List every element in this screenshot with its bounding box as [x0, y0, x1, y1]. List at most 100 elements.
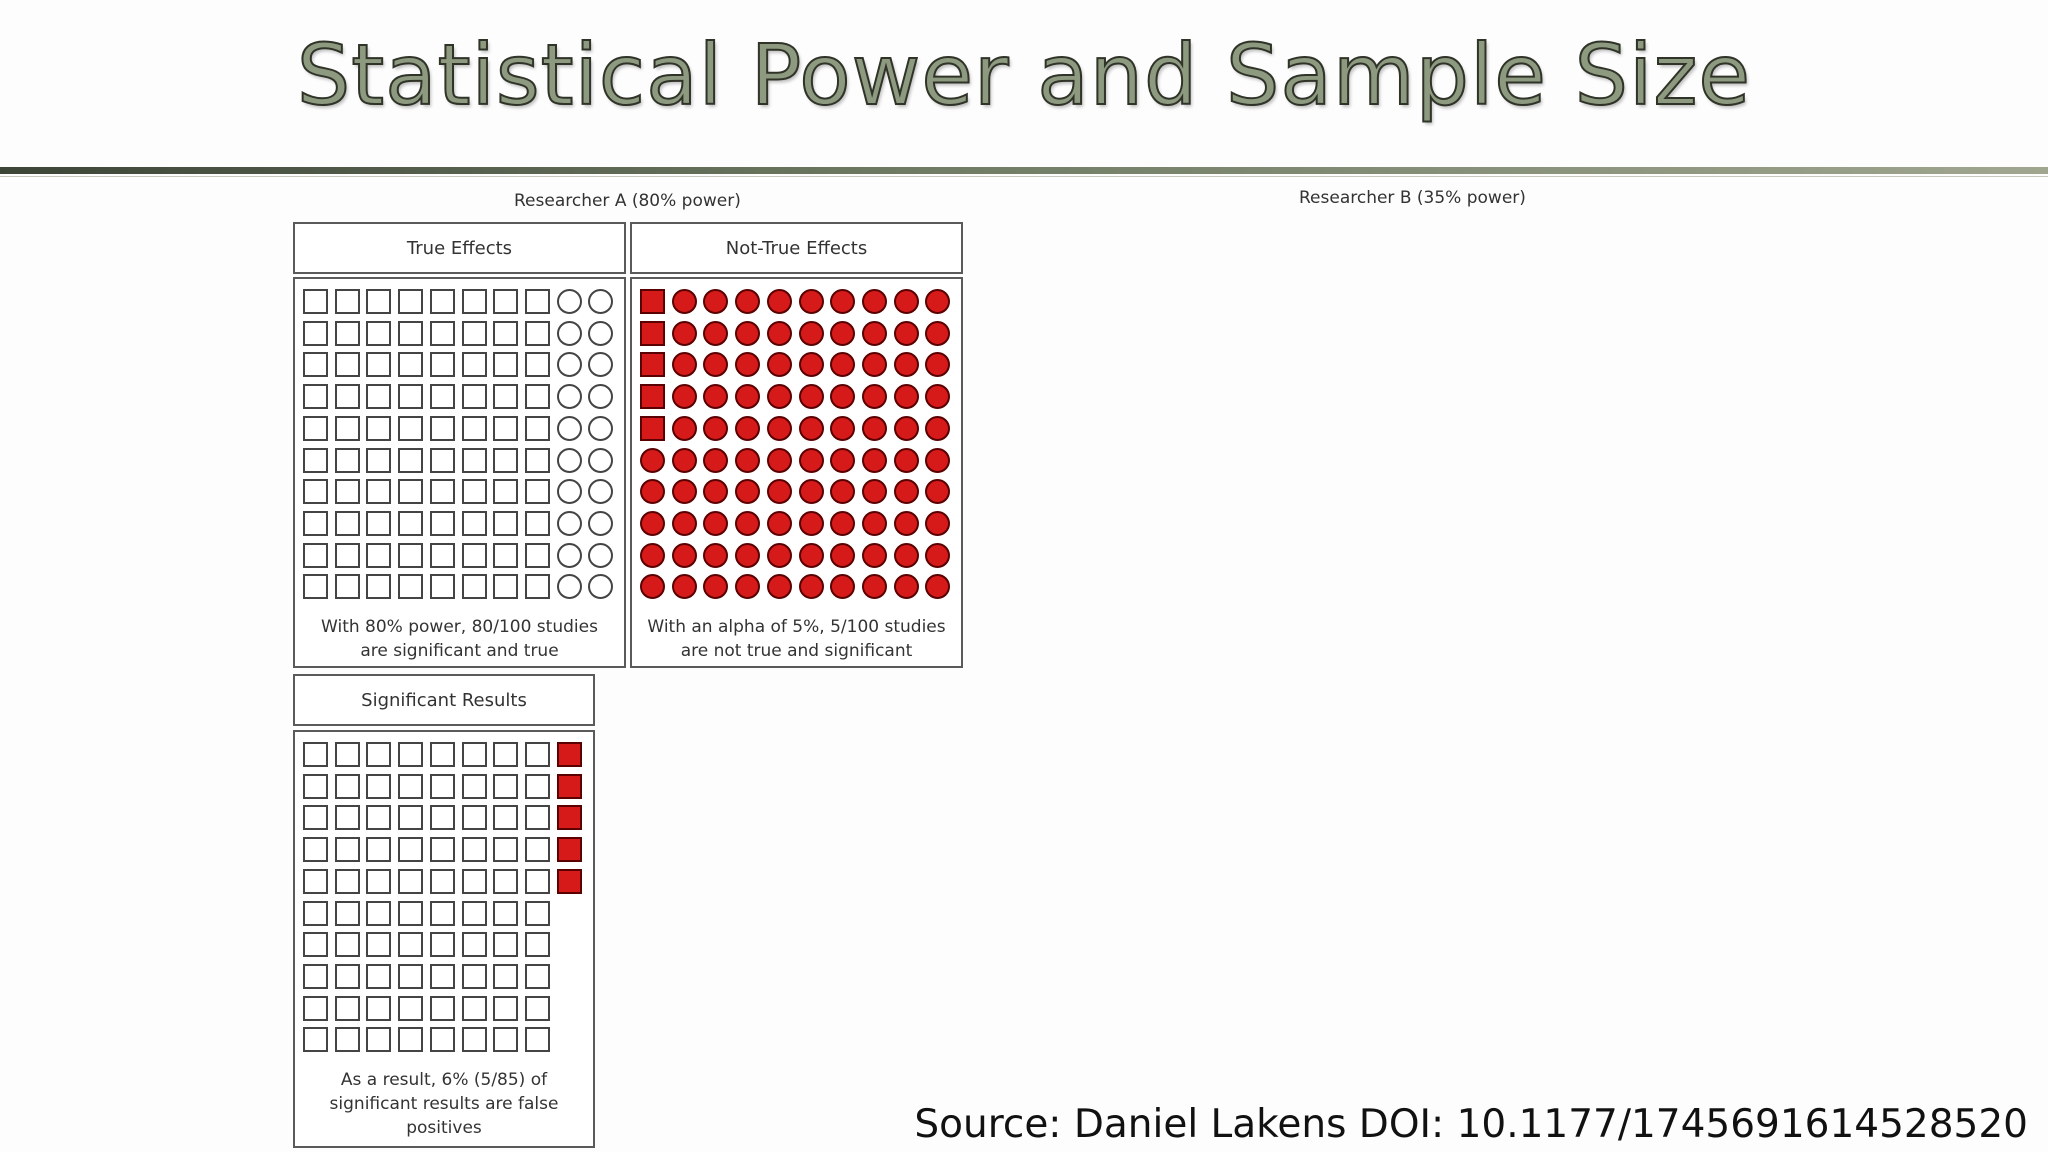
null-nonsignificant-circle: [671, 510, 697, 536]
true-significant-square: [366, 352, 392, 378]
true-positive-square: [429, 995, 455, 1021]
null-nonsignificant-circle: [861, 510, 887, 536]
true-significant-square: [524, 447, 550, 473]
null-nonsignificant-circle: [735, 384, 761, 410]
source-citation: Source: Daniel Lakens DOI: 10.1177/17456…: [914, 1102, 2028, 1147]
true-significant-square: [461, 542, 487, 568]
true-significant-square: [366, 479, 392, 505]
true-significant-square: [429, 574, 455, 600]
true-significant-square: [303, 574, 328, 600]
null-nonsignificant-circle: [798, 320, 824, 346]
false-positive-square: [640, 415, 665, 441]
null-nonsignificant-circle: [735, 447, 761, 473]
true-significant-square: [398, 384, 424, 410]
true-nonsignificant-circle: [556, 289, 582, 314]
true-significant-square: [366, 320, 392, 346]
true-nonsignificant-circle: [588, 320, 614, 346]
true-nonsignificant-circle: [588, 352, 614, 378]
true-positive-square: [366, 995, 392, 1021]
true-significant-square: [303, 447, 328, 473]
null-nonsignificant-circle: [893, 574, 919, 600]
true-significant-square: [398, 479, 424, 505]
null-nonsignificant-circle: [925, 289, 951, 314]
null-nonsignificant-circle: [925, 574, 951, 600]
null-nonsignificant-circle: [671, 352, 697, 378]
null-nonsignificant-circle: [640, 542, 665, 568]
true-nonsignificant-circle: [556, 510, 582, 536]
true-significant-square: [524, 479, 550, 505]
not-true-effects-panel: With an alpha of 5%, 5/100 studies are n…: [630, 277, 963, 668]
null-nonsignificant-circle: [703, 352, 729, 378]
title-divider: [0, 167, 2048, 174]
true-positive-square: [303, 995, 328, 1021]
true-positive-square: [493, 773, 519, 799]
true-positive-square: [493, 742, 519, 767]
true-significant-square: [366, 415, 392, 441]
true-positive-square: [334, 805, 360, 831]
true-positive-square: [429, 900, 455, 926]
null-nonsignificant-circle: [671, 479, 697, 505]
true-positive-square: [398, 742, 424, 767]
null-nonsignificant-circle: [798, 510, 824, 536]
null-nonsignificant-circle: [830, 289, 856, 314]
null-nonsignificant-circle: [861, 542, 887, 568]
true-significant-square: [303, 479, 328, 505]
true-positive-square: [398, 995, 424, 1021]
true-significant-square: [398, 415, 424, 441]
significant-results-caption-line1: As a result, 6% (5/85) of: [340, 1070, 548, 1090]
true-positive-square: [398, 963, 424, 989]
null-nonsignificant-circle: [735, 542, 761, 568]
null-nonsignificant-circle: [671, 447, 697, 473]
true-positive-square: [398, 837, 424, 863]
true-significant-square: [493, 320, 519, 346]
true-significant-square: [429, 415, 455, 441]
null-nonsignificant-circle: [798, 289, 824, 314]
null-nonsignificant-circle: [735, 510, 761, 536]
significant-results-header-label: Significant Results: [361, 689, 527, 711]
true-significant-square: [303, 542, 328, 568]
true-positive-square: [366, 837, 392, 863]
null-nonsignificant-circle: [925, 384, 951, 410]
false-positive-square: [640, 289, 665, 314]
null-nonsignificant-circle: [766, 352, 792, 378]
true-significant-square: [398, 574, 424, 600]
true-positive-square: [429, 837, 455, 863]
true-positive-square: [366, 868, 392, 894]
true-significant-square: [303, 289, 328, 314]
true-significant-square: [398, 542, 424, 568]
true-significant-square: [398, 320, 424, 346]
true-significant-square: [493, 289, 519, 314]
true-positive-square: [493, 900, 519, 926]
null-nonsignificant-circle: [735, 352, 761, 378]
null-nonsignificant-circle: [735, 289, 761, 314]
true-positive-square: [524, 805, 550, 831]
true-positive-square: [303, 773, 328, 799]
null-nonsignificant-circle: [766, 479, 792, 505]
null-nonsignificant-circle: [703, 510, 729, 536]
true-positive-square: [303, 805, 328, 831]
true-significant-square: [461, 352, 487, 378]
true-nonsignificant-circle: [588, 447, 614, 473]
true-nonsignificant-circle: [588, 542, 614, 568]
true-positive-square: [429, 963, 455, 989]
true-positive-square: [303, 868, 328, 894]
true-positive-square: [429, 742, 455, 767]
null-nonsignificant-circle: [703, 447, 729, 473]
true-significant-square: [493, 510, 519, 536]
null-nonsignificant-circle: [640, 447, 665, 473]
null-nonsignificant-circle: [861, 320, 887, 346]
true-positive-square: [366, 900, 392, 926]
true-positive-square: [334, 900, 360, 926]
true-positive-square: [366, 742, 392, 767]
not-true-effects-caption: With an alpha of 5%, 5/100 studies are n…: [632, 615, 961, 663]
true-significant-square: [429, 289, 455, 314]
not-true-effects-caption-line1: With an alpha of 5%, 5/100 studies: [647, 617, 946, 637]
true-significant-square: [429, 352, 455, 378]
true-positive-square: [303, 837, 328, 863]
null-nonsignificant-circle: [861, 289, 887, 314]
true-significant-square: [524, 510, 550, 536]
null-nonsignificant-circle: [893, 510, 919, 536]
true-significant-square: [429, 320, 455, 346]
null-nonsignificant-circle: [830, 447, 856, 473]
null-nonsignificant-circle: [766, 289, 792, 314]
